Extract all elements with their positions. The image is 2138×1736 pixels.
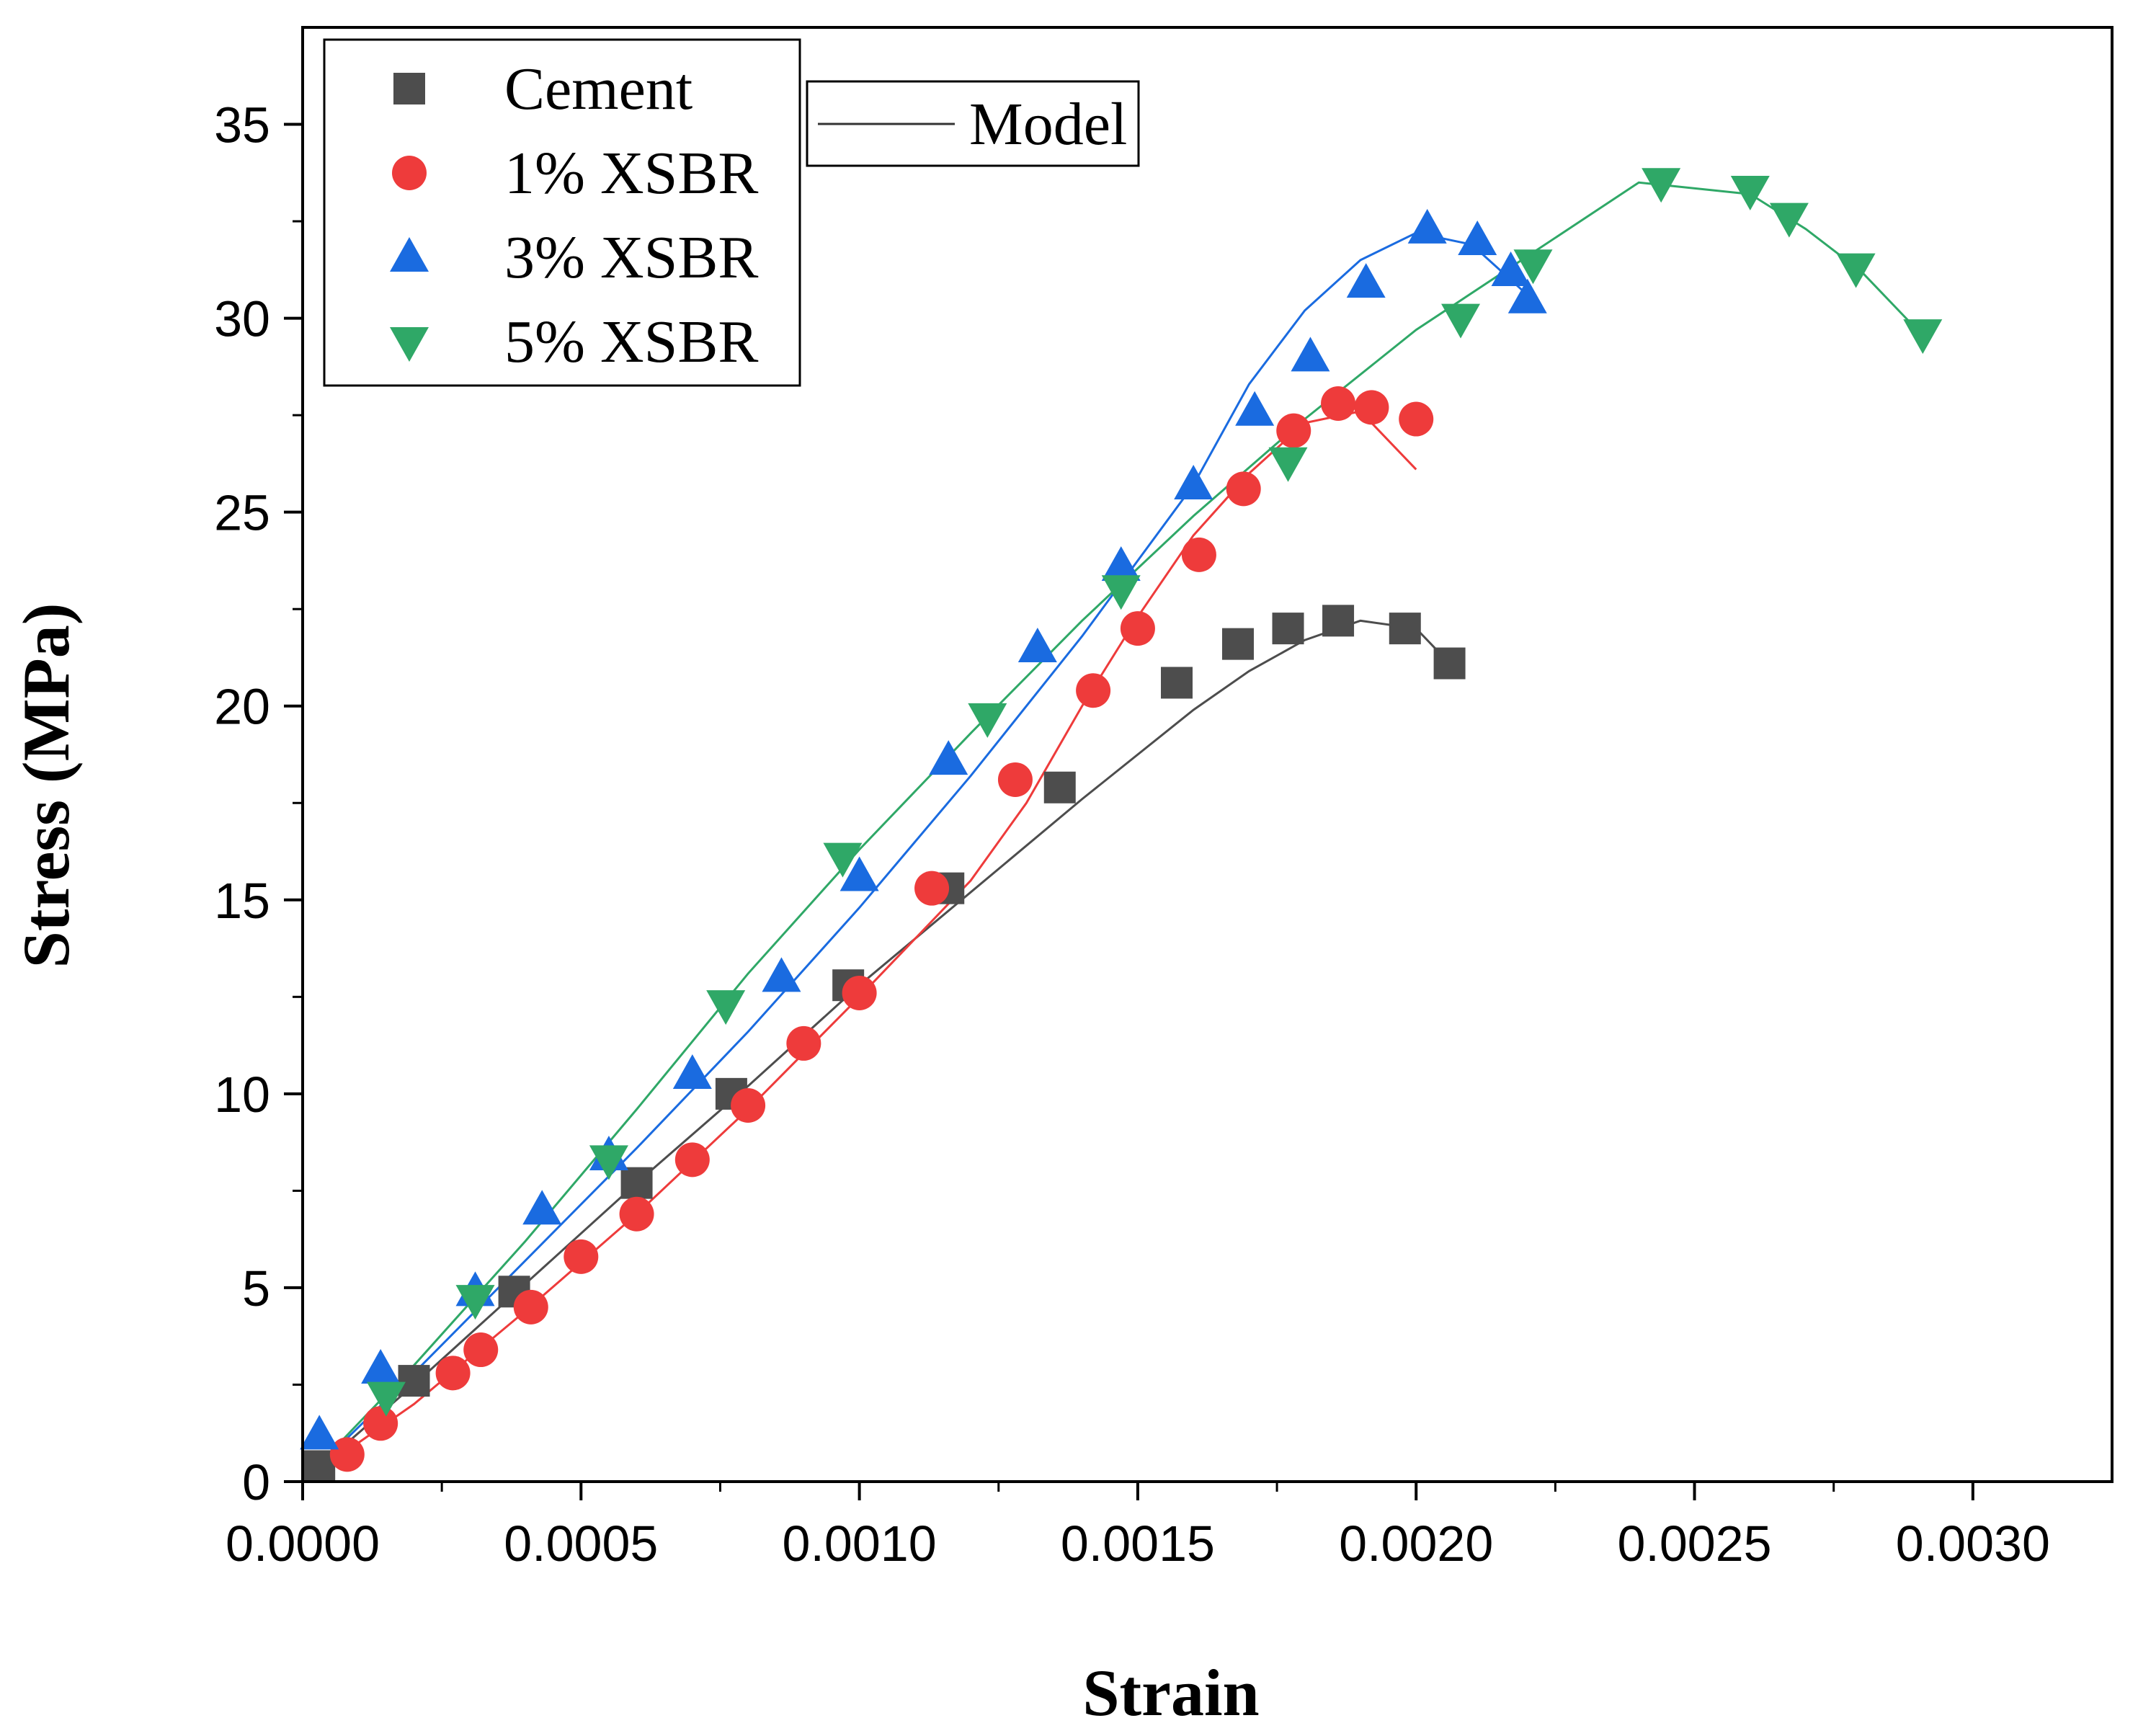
data-point — [1043, 771, 1076, 804]
data-point — [361, 1348, 401, 1384]
data-point — [1101, 575, 1141, 610]
x-tick-label: 0.0005 — [504, 1515, 658, 1572]
data-point — [968, 703, 1007, 738]
data-point — [1346, 263, 1386, 298]
y-tick-label: 20 — [214, 679, 270, 735]
data-point — [1642, 168, 1681, 203]
data-point — [1272, 613, 1304, 645]
data-point — [823, 842, 863, 878]
data-point — [674, 1142, 710, 1178]
data-point — [762, 957, 801, 992]
x-tick-label: 0.0000 — [226, 1515, 380, 1572]
y-tick-label: 10 — [214, 1067, 270, 1123]
model-line — [301, 231, 1528, 1483]
y-tick-label: 35 — [214, 97, 270, 153]
data-point — [1321, 386, 1356, 421]
data-point — [929, 740, 968, 775]
data-point — [706, 990, 746, 1025]
model-legend-label: Model — [969, 91, 1127, 158]
y-tick-label: 30 — [214, 291, 270, 347]
data-point — [300, 1415, 339, 1450]
data-point — [329, 1437, 365, 1472]
data-point — [839, 856, 879, 891]
data-point — [589, 1145, 628, 1180]
data-point — [842, 975, 877, 1010]
data-point — [1161, 667, 1193, 699]
data-point — [1174, 464, 1213, 499]
data-point — [1441, 303, 1481, 339]
data-point — [997, 762, 1033, 797]
data-markers — [300, 168, 1943, 1482]
data-point — [1903, 319, 1943, 355]
data-point — [1730, 176, 1770, 211]
legend-label: 1% XSBR — [504, 140, 758, 207]
data-point — [1399, 401, 1434, 437]
axis-ticks — [284, 123, 1974, 1500]
y-tick-label: 15 — [214, 873, 270, 929]
data-point — [435, 1356, 471, 1391]
data-point — [672, 1054, 712, 1089]
legend-label: Cement — [504, 55, 692, 123]
data-point — [914, 871, 950, 906]
y-axis-title: Stress (MPa) — [9, 603, 83, 969]
x-tick-label: 0.0025 — [1617, 1515, 1771, 1572]
data-point — [1017, 628, 1057, 663]
model-line — [302, 410, 1417, 1483]
data-point — [1433, 647, 1466, 680]
y-tick-label: 0 — [242, 1454, 270, 1510]
data-point — [463, 1332, 499, 1368]
x-tick-label: 0.0020 — [1339, 1515, 1493, 1572]
data-point — [1507, 278, 1547, 313]
data-point — [786, 1025, 821, 1061]
data-point — [1354, 390, 1389, 425]
data-point — [513, 1289, 548, 1325]
data-point — [303, 1450, 336, 1482]
data-point — [564, 1239, 599, 1274]
series-legend-entries: Cement 1% XSBR 3% XSBR 5% XSBR — [390, 55, 758, 375]
data-point — [1491, 252, 1531, 287]
data-point — [1226, 471, 1261, 507]
legend-marker — [393, 73, 425, 104]
data-point — [366, 1381, 406, 1417]
legend-label: 5% XSBR — [504, 308, 758, 375]
x-tick-label: 0.0030 — [1896, 1515, 2050, 1572]
model-legend: Model — [806, 80, 1140, 167]
data-point — [455, 1285, 495, 1320]
series-legend: Cement 1% XSBR 3% XSBR 5% XSBR — [323, 38, 801, 387]
data-point — [1101, 546, 1141, 582]
legend-marker — [390, 237, 429, 272]
data-point — [1268, 447, 1308, 482]
data-point — [1235, 391, 1275, 426]
axis-tick-labels: 0.0000 0.0005 0.0010 0.0015 0.0020 0.0025 0.00… — [214, 97, 2050, 1572]
data-point — [363, 1406, 398, 1441]
data-point — [1513, 249, 1553, 285]
data-point — [522, 1190, 562, 1225]
y-tick-label: 25 — [214, 485, 270, 541]
data-point — [1322, 605, 1355, 637]
legend-marker — [392, 156, 427, 190]
data-point — [1407, 208, 1447, 244]
data-point — [1291, 337, 1330, 372]
data-point — [731, 1088, 766, 1123]
data-point — [1389, 613, 1421, 645]
data-point — [1181, 537, 1216, 572]
data-point — [1221, 628, 1254, 660]
data-point — [1120, 611, 1155, 646]
data-point — [398, 1365, 430, 1397]
data-point — [1276, 413, 1311, 448]
data-point — [620, 1167, 653, 1199]
data-point — [619, 1196, 654, 1232]
data-point — [1076, 673, 1111, 708]
x-tick-label: 0.0015 — [1061, 1515, 1215, 1572]
data-point — [1836, 253, 1876, 288]
legend-marker — [390, 327, 429, 362]
x-tick-label: 0.0010 — [783, 1515, 937, 1572]
data-point — [1769, 202, 1809, 238]
y-tick-label: 5 — [242, 1260, 270, 1317]
x-axis-title: Strain — [1082, 1656, 1259, 1730]
data-point — [1458, 220, 1497, 255]
plot-frame — [301, 26, 2113, 1483]
legend-label: 3% XSBR — [504, 224, 758, 291]
